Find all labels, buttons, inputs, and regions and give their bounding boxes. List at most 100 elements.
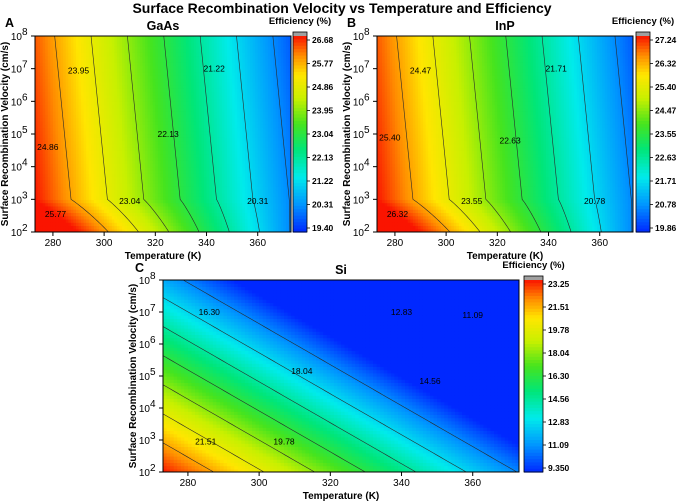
heatmap-cell — [50, 130, 54, 135]
heatmap-cell — [129, 215, 133, 220]
heatmap-cell — [127, 117, 131, 122]
heatmap-cell — [75, 166, 80, 171]
heatmap-cell — [35, 120, 39, 125]
heatmap-cell — [165, 91, 169, 96]
heatmap-cell — [209, 199, 213, 204]
heatmap-cell — [139, 52, 144, 57]
heatmap-cell — [178, 104, 182, 109]
heatmap-cell — [58, 117, 62, 122]
heatmap-cell — [178, 218, 182, 223]
heatmap-cell — [142, 209, 146, 213]
heatmap-cell — [86, 107, 90, 112]
heatmap-cell — [124, 52, 128, 57]
heatmap-cell — [180, 183, 185, 187]
heatmap-cell — [247, 212, 251, 217]
heatmap-cell — [139, 183, 144, 187]
heatmap-cell — [109, 134, 113, 138]
heatmap-cell — [42, 127, 46, 132]
heatmap-cell — [216, 183, 220, 187]
heatmap-cell — [188, 228, 192, 232]
heatmap-cell — [145, 120, 149, 125]
heatmap-cell — [122, 183, 126, 187]
heatmap-cell — [70, 101, 74, 106]
heatmap-cell — [75, 212, 80, 217]
heatmap-cell — [65, 192, 69, 197]
heatmap-cell — [211, 134, 215, 138]
heatmap-cell — [78, 91, 82, 96]
heatmap-cell — [211, 101, 215, 106]
heatmap-cell — [93, 91, 98, 96]
heatmap-cell — [40, 36, 44, 40]
heatmap-cell — [155, 140, 159, 145]
heatmap-cell — [132, 127, 136, 132]
heatmap-cell — [127, 111, 131, 115]
heatmap-cell — [244, 49, 249, 53]
heatmap-cell — [234, 202, 238, 207]
heatmap-cell — [234, 101, 238, 106]
heatmap-cell — [224, 42, 228, 47]
heatmap-cell — [180, 189, 185, 194]
heatmap-cell — [178, 107, 182, 112]
heatmap-cell — [186, 62, 190, 66]
heatmap-cell — [111, 98, 115, 102]
heatmap-cell — [78, 199, 82, 204]
heatmap-cell — [150, 147, 154, 151]
heatmap-cell — [188, 107, 192, 112]
heatmap-cell — [229, 160, 233, 164]
heatmap-cell — [142, 94, 146, 99]
heatmap-cell — [45, 111, 49, 115]
heatmap-cell — [221, 88, 226, 93]
heatmap-cell — [142, 199, 146, 204]
heatmap-cell — [104, 42, 108, 47]
heatmap-cell — [196, 176, 200, 181]
heatmap-cell — [65, 169, 69, 174]
heatmap-cell — [196, 127, 200, 132]
heatmap-cell — [116, 81, 121, 86]
heatmap-cell — [206, 222, 210, 227]
heatmap-cell — [211, 199, 215, 204]
heatmap-cell — [124, 91, 128, 96]
heatmap-cell — [183, 91, 187, 96]
heatmap-cell — [73, 68, 77, 73]
heatmap-cell — [157, 222, 162, 227]
heatmap-cell — [73, 101, 77, 106]
heatmap-cell — [206, 91, 210, 96]
heatmap-cell — [55, 68, 59, 73]
heatmap-cell — [40, 156, 44, 161]
heatmap-cell — [122, 209, 126, 213]
heatmap-cell — [180, 81, 185, 86]
heatmap-cell — [168, 68, 172, 73]
heatmap-cell — [219, 85, 223, 89]
heatmap-cell — [114, 127, 118, 132]
heatmap-cell — [211, 111, 215, 115]
heatmap-cell — [145, 52, 149, 57]
heatmap-cell — [160, 39, 164, 44]
heatmap-cell — [203, 215, 208, 220]
heatmap-cell — [178, 209, 182, 213]
heatmap-cell — [227, 160, 231, 164]
heatmap-cell — [239, 205, 243, 210]
heatmap-cell — [150, 111, 154, 115]
heatmap-cell — [109, 150, 113, 155]
heatmap-cell — [142, 150, 146, 155]
heatmap-cell — [55, 94, 59, 99]
heatmap-cell — [196, 202, 200, 207]
heatmap-cell — [96, 202, 100, 207]
heatmap-cell — [60, 62, 64, 66]
heatmap-cell — [150, 42, 154, 47]
heatmap-cell — [119, 36, 123, 40]
heatmap-cell — [242, 179, 246, 184]
heatmap-cell — [155, 98, 159, 102]
heatmap-cell — [114, 36, 118, 40]
heatmap-cell — [88, 104, 92, 109]
heatmap-cell — [229, 222, 233, 227]
heatmap-cell — [119, 199, 123, 204]
heatmap-cell — [109, 147, 113, 151]
heatmap-cell — [139, 81, 144, 86]
heatmap-cell — [78, 94, 82, 99]
heatmap-cell — [68, 117, 72, 122]
heatmap-cell — [203, 179, 208, 184]
heatmap-cell — [198, 124, 202, 129]
heatmap-cell — [173, 205, 177, 210]
heatmap-cell — [224, 104, 228, 109]
